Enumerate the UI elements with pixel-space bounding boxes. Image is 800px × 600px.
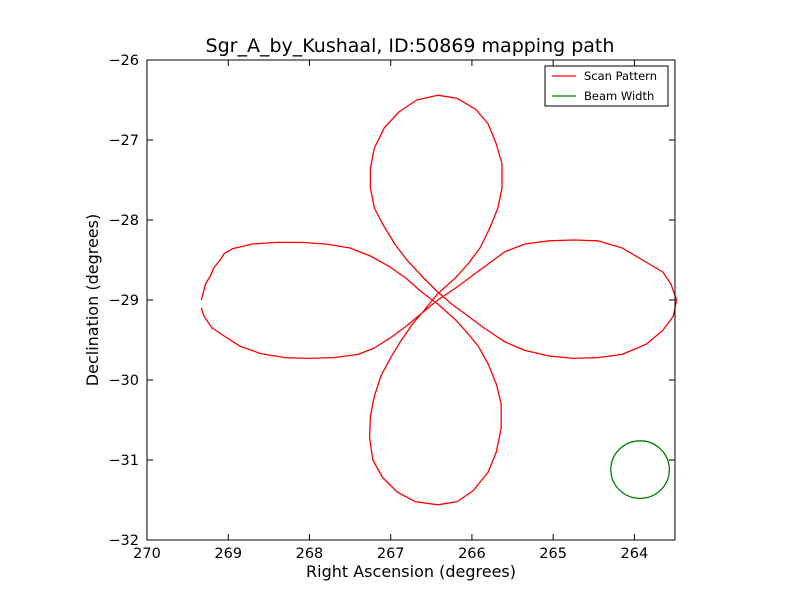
legend-label-scan-pattern: Scan Pattern xyxy=(584,69,657,83)
y-tick-label: −32 xyxy=(108,533,139,549)
chart-title: Sgr_A_by_Kushaal, ID:50869 mapping path xyxy=(206,35,615,57)
legend-label-beam-width: Beam Width xyxy=(584,89,654,103)
y-tick-label: −29 xyxy=(108,293,139,309)
y-tick-label: −30 xyxy=(108,373,139,389)
x-axis-label: Right Ascension (degrees) xyxy=(306,562,516,581)
x-tick-label: 264 xyxy=(621,546,649,562)
plot-background xyxy=(147,60,675,540)
y-tick-label: −27 xyxy=(108,133,139,149)
x-tick-label: 266 xyxy=(458,546,486,562)
x-tick-label: 268 xyxy=(296,546,324,562)
legend: Scan Pattern Beam Width xyxy=(545,66,668,106)
x-tick-label: 265 xyxy=(539,546,567,562)
x-tick-label: 267 xyxy=(377,546,405,562)
plot-area xyxy=(147,60,677,540)
y-axis-label: Declination (degrees) xyxy=(83,214,102,386)
y-tick-label: −28 xyxy=(108,213,139,229)
y-tick-label: −26 xyxy=(108,53,139,69)
y-tick-label: −31 xyxy=(108,453,139,469)
x-tick-label: 269 xyxy=(214,546,242,562)
